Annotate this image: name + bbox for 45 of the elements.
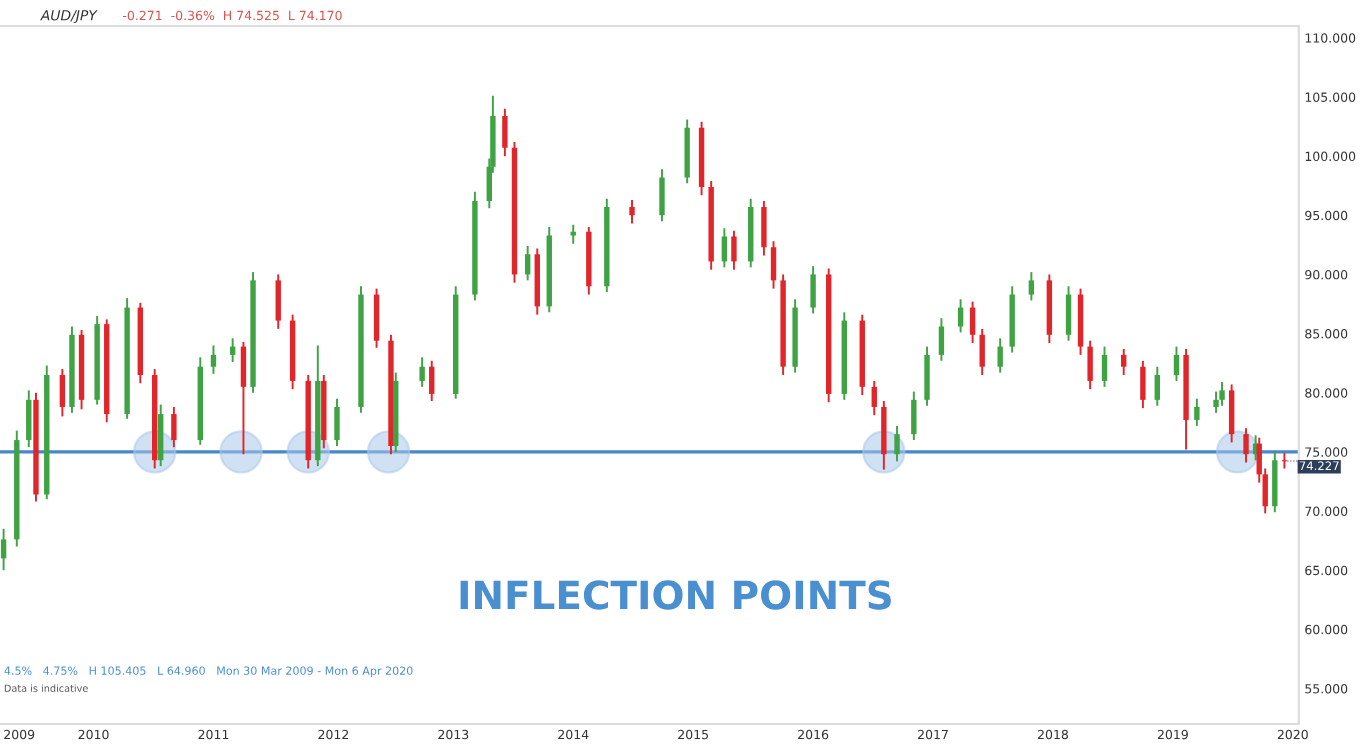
candlestick (429, 359, 435, 402)
candlestick (721, 227, 728, 269)
candlestick (1140, 359, 1146, 410)
candlestick (1121, 348, 1127, 376)
candlestick (770, 240, 777, 290)
candlestick (1219, 381, 1225, 407)
candlestick (911, 390, 917, 442)
annotation: INFLECTION POINTS (460, 580, 891, 610)
candlestick (881, 400, 887, 471)
candlestick (938, 317, 945, 362)
candlestick (0, 527, 7, 572)
candlestick (659, 168, 665, 223)
candlestick (871, 379, 877, 417)
candlestick (894, 424, 900, 463)
candlestick (997, 337, 1003, 374)
candlestick (629, 198, 635, 225)
candlestick (1272, 450, 1278, 514)
candlestick (1213, 390, 1219, 414)
candlestick (1087, 339, 1093, 391)
candlestick (969, 300, 976, 345)
candlestick (1228, 383, 1235, 444)
candlestick (924, 345, 930, 407)
candlestick (26, 389, 32, 449)
candlestick (1243, 427, 1249, 464)
candlestick (524, 245, 531, 282)
candlestick (158, 403, 164, 468)
candlestick (731, 229, 737, 271)
candlestick (1065, 285, 1072, 342)
candlestick (761, 200, 767, 257)
candlestick (210, 344, 217, 375)
candlestick (810, 265, 816, 315)
candlestick (979, 327, 985, 376)
candlestick (1154, 365, 1160, 407)
candlestick (502, 107, 508, 158)
candlestick (334, 397, 340, 447)
candlestick (419, 356, 425, 388)
candlestick (240, 340, 247, 456)
candlestick (1028, 271, 1035, 302)
candlestick (373, 287, 380, 349)
candlestick (1101, 345, 1108, 388)
candlestick (59, 368, 66, 418)
candlestick (1173, 345, 1180, 382)
candlestick (275, 273, 281, 330)
candlestick (1194, 397, 1200, 427)
candlestick (171, 405, 177, 449)
